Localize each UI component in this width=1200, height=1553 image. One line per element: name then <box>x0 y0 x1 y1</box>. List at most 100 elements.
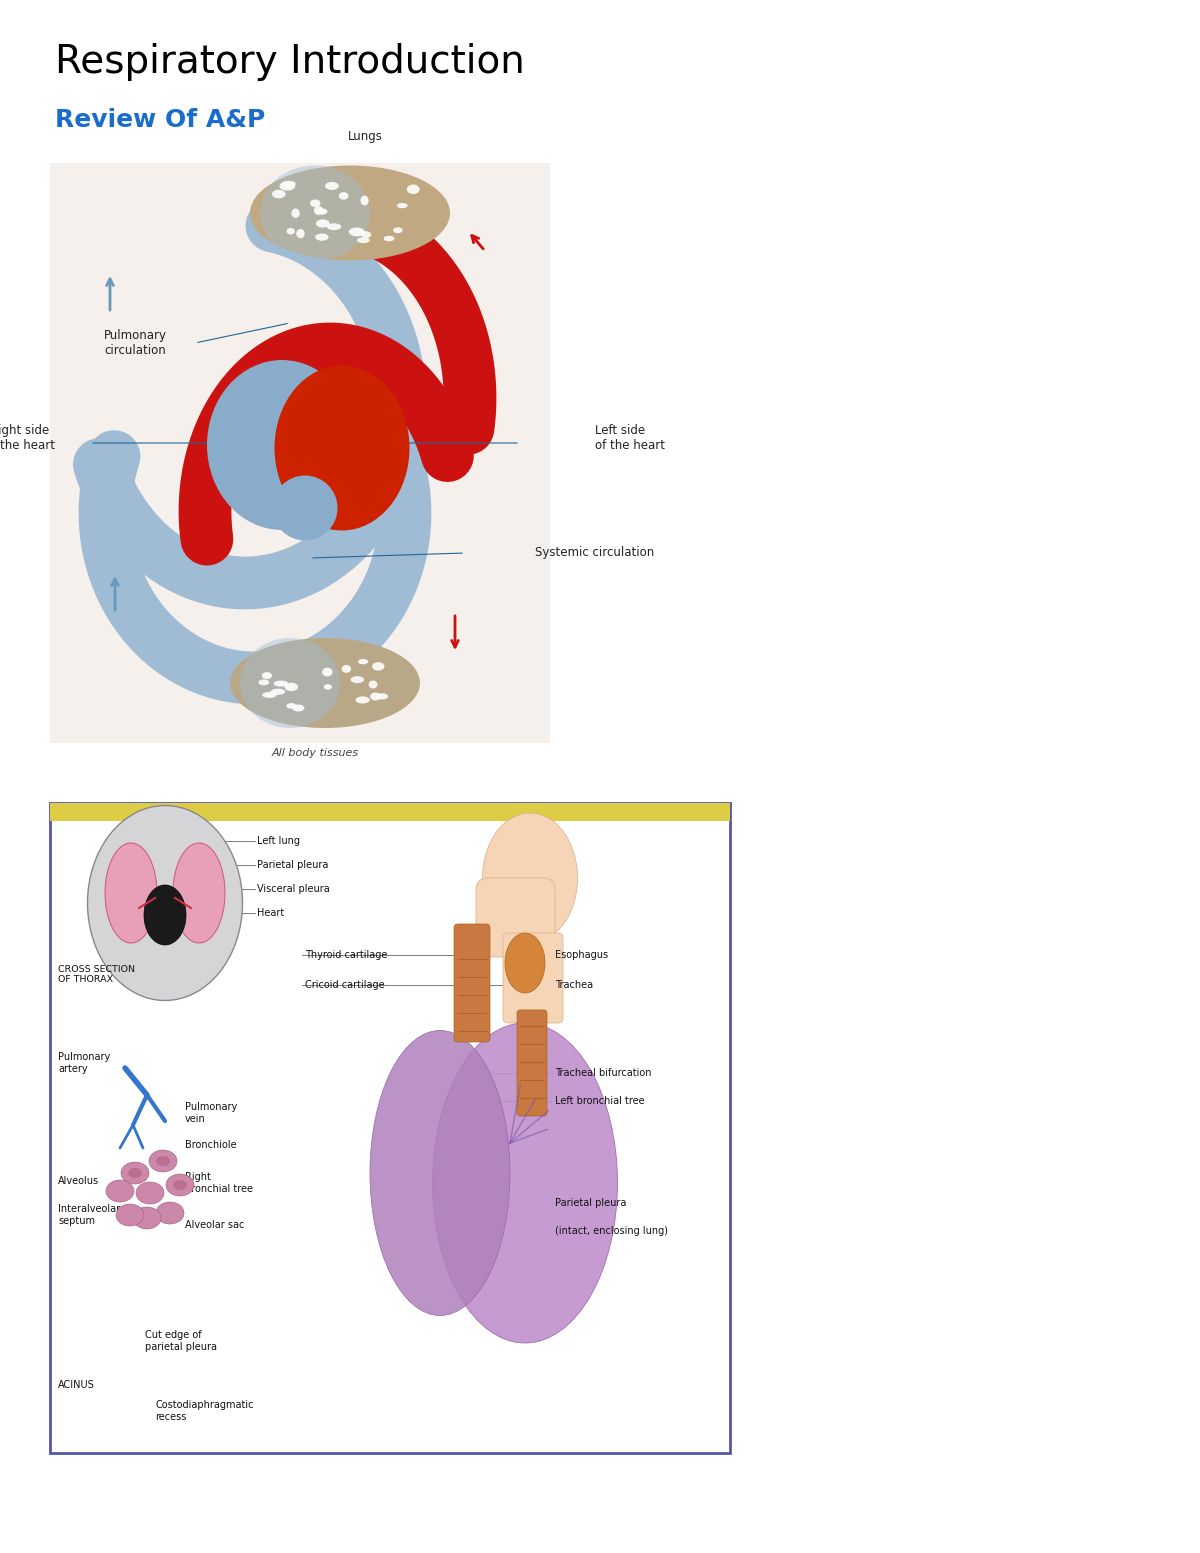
Text: Right side
of the heart: Right side of the heart <box>0 424 55 452</box>
Text: Right
bronchial tree: Right bronchial tree <box>185 1173 253 1194</box>
Ellipse shape <box>407 185 420 194</box>
Ellipse shape <box>173 1180 187 1190</box>
Ellipse shape <box>133 1207 161 1228</box>
Text: Lungs: Lungs <box>348 130 383 143</box>
Ellipse shape <box>156 1202 184 1224</box>
Text: Bronchiole: Bronchiole <box>185 1140 236 1151</box>
Ellipse shape <box>355 696 370 704</box>
Ellipse shape <box>482 814 577 943</box>
Ellipse shape <box>324 685 332 690</box>
Ellipse shape <box>292 705 305 711</box>
Ellipse shape <box>356 238 370 244</box>
Ellipse shape <box>361 231 371 238</box>
Bar <box>50 803 730 822</box>
Text: Heart: Heart <box>257 909 284 918</box>
Ellipse shape <box>260 166 370 261</box>
Text: Costodiaphragmatic
recess: Costodiaphragmatic recess <box>155 1401 253 1423</box>
Text: Tracheal bifurcation: Tracheal bifurcation <box>554 1068 652 1078</box>
Ellipse shape <box>106 1180 134 1202</box>
Text: Respiratory Introduction: Respiratory Introduction <box>55 43 524 81</box>
FancyBboxPatch shape <box>503 933 563 1023</box>
Text: Pulmonary
circulation: Pulmonary circulation <box>103 329 167 357</box>
Ellipse shape <box>377 693 388 699</box>
Ellipse shape <box>121 1162 149 1183</box>
Ellipse shape <box>258 680 269 685</box>
FancyBboxPatch shape <box>454 924 490 1042</box>
Ellipse shape <box>316 208 328 214</box>
Ellipse shape <box>292 208 300 217</box>
Ellipse shape <box>116 1204 144 1225</box>
Ellipse shape <box>384 236 395 241</box>
Text: ACINUS: ACINUS <box>58 1381 95 1390</box>
Ellipse shape <box>274 680 288 686</box>
Ellipse shape <box>270 688 286 694</box>
Ellipse shape <box>358 658 368 665</box>
Ellipse shape <box>322 668 332 677</box>
Ellipse shape <box>88 806 242 1000</box>
Ellipse shape <box>325 182 338 189</box>
Ellipse shape <box>370 1031 510 1315</box>
Text: Parietal pleura: Parietal pleura <box>257 860 329 870</box>
Text: CROSS SECTION
OF THORAX: CROSS SECTION OF THORAX <box>58 964 134 985</box>
Ellipse shape <box>397 203 408 208</box>
Ellipse shape <box>394 227 402 233</box>
Ellipse shape <box>144 885 186 944</box>
Text: Parietal pleura: Parietal pleura <box>554 1197 626 1208</box>
Ellipse shape <box>296 228 305 238</box>
Ellipse shape <box>372 662 384 671</box>
Ellipse shape <box>338 193 348 200</box>
Ellipse shape <box>350 676 364 683</box>
Ellipse shape <box>104 843 157 943</box>
Text: Esophagus: Esophagus <box>554 950 608 960</box>
Ellipse shape <box>128 1168 142 1179</box>
Ellipse shape <box>349 227 365 236</box>
FancyBboxPatch shape <box>517 1009 547 1117</box>
Ellipse shape <box>208 360 358 530</box>
FancyBboxPatch shape <box>50 803 730 1454</box>
Text: Thyroid cartilage: Thyroid cartilage <box>305 950 388 960</box>
Text: Systemic circulation: Systemic circulation <box>535 547 654 559</box>
Ellipse shape <box>314 207 323 214</box>
Ellipse shape <box>316 219 330 228</box>
Ellipse shape <box>263 693 276 697</box>
Ellipse shape <box>316 233 329 241</box>
Ellipse shape <box>240 638 340 728</box>
Text: Cricoid cartilage: Cricoid cartilage <box>305 980 385 989</box>
Ellipse shape <box>173 843 226 943</box>
Ellipse shape <box>136 1182 164 1204</box>
Ellipse shape <box>310 199 320 207</box>
Ellipse shape <box>272 475 337 540</box>
Ellipse shape <box>284 683 298 691</box>
Text: Alveolar sac: Alveolar sac <box>185 1221 245 1230</box>
Ellipse shape <box>250 166 450 261</box>
Text: Pulmonary
vein: Pulmonary vein <box>185 1103 238 1124</box>
Text: Interalveolar
septum: Interalveolar septum <box>58 1204 120 1225</box>
Text: Left side
of the heart: Left side of the heart <box>595 424 665 452</box>
Ellipse shape <box>326 224 341 230</box>
Bar <box>50 163 550 742</box>
FancyBboxPatch shape <box>476 877 554 957</box>
Ellipse shape <box>360 196 368 205</box>
Ellipse shape <box>275 365 409 531</box>
Text: Cut edge of
parietal pleura: Cut edge of parietal pleura <box>145 1331 217 1351</box>
Text: Left lung: Left lung <box>257 836 300 846</box>
Ellipse shape <box>282 180 296 186</box>
Ellipse shape <box>272 189 286 199</box>
Text: Trachea: Trachea <box>554 980 593 989</box>
Text: Visceral pleura: Visceral pleura <box>257 884 330 895</box>
Ellipse shape <box>156 1155 170 1166</box>
Ellipse shape <box>287 704 296 708</box>
Text: Pulmonary
artery: Pulmonary artery <box>58 1053 110 1073</box>
Ellipse shape <box>280 182 295 191</box>
Text: (intact, enclosing lung): (intact, enclosing lung) <box>554 1225 668 1236</box>
Ellipse shape <box>149 1151 178 1173</box>
Ellipse shape <box>262 672 272 679</box>
Text: All body tissues: All body tissues <box>271 749 359 758</box>
Ellipse shape <box>166 1174 194 1196</box>
Ellipse shape <box>230 638 420 728</box>
Ellipse shape <box>368 680 378 688</box>
Text: Left bronchial tree: Left bronchial tree <box>554 1096 644 1106</box>
Ellipse shape <box>287 228 295 235</box>
Ellipse shape <box>370 693 380 700</box>
Ellipse shape <box>342 665 352 672</box>
